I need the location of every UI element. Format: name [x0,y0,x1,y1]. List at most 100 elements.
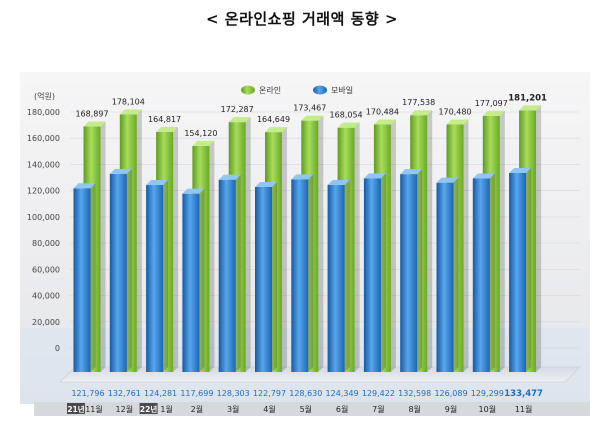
x-tick-label: 6월 [336,404,348,414]
online-value-label: 172,287 [221,105,254,114]
legend-item: 모바일 [313,85,353,95]
mobile-bar [509,167,532,372]
mobile-bar [400,169,423,372]
x-tick-label: 11월 [85,404,103,414]
chart-title: < 온라인쇼핑 거래액 동향 > [205,10,399,28]
online-bar-top [373,119,396,125]
x-tick-label: 8월 [408,404,420,414]
mobile-bar [291,174,314,372]
mobile-bar-side [235,174,241,372]
y-tick-label: 60,000 [32,265,60,274]
mobile-bar-top [73,183,96,189]
mobile-bar-top [363,173,386,179]
mobile-bar-body [218,179,236,372]
mobile-bar-body [182,193,200,372]
chart-container: (억원) 180,000 160,000 140,000 120,000 100,000 8… [20,72,590,436]
mobile-bar-side [199,188,205,372]
online-bar-side [499,110,505,372]
online-bar-top [337,122,360,128]
mobile-bar [255,181,277,372]
mobile-bar-top [400,169,423,175]
mobile-value-label: 133,477 [504,389,543,399]
mobile-bar-side [308,174,314,372]
mobile-bar [363,173,386,372]
y-tick-label: 20,000 [32,318,60,327]
online-bar-side [136,109,142,372]
y-tick-label: 160,000 [27,134,60,143]
online-bar-top [83,121,106,127]
x-tick-label: 1월 [160,404,172,414]
y-tick-label: 0 [55,344,60,353]
x-tick-label: 4월 [263,404,275,414]
online-bar-top [482,110,505,116]
mobile-bar-top [182,188,205,194]
mobile-bar-body [109,173,127,372]
online-bar-side [427,110,433,372]
x-axis: 21년 11월 12월 22년 1월 2월 3월 4월 5월 6월 7월 8월 9월 10월 11월 [67,403,532,414]
online-bar-top [265,127,287,133]
mobile-bar-top [327,179,350,185]
mobile-bar-body [509,172,527,372]
legend-label: 온라인 [259,85,281,95]
mobile-value-label: 129,299 [471,389,504,398]
x-tick-label: 11월 [515,404,533,414]
online-bar-top [119,109,142,115]
online-bar-side [318,115,324,372]
mobile-bar-body [291,179,309,372]
year-badge-box [67,403,85,414]
online-bar-top [156,126,179,132]
online-value-label: 173,467 [293,104,326,113]
legend-item: 온라인 [241,85,281,95]
mobile-bar-top [472,173,495,179]
mobile-bar-body [436,182,454,372]
online-value-label: 170,484 [366,107,399,116]
y-tick-label: 140,000 [27,160,60,169]
y-tick-label: 180,000 [27,108,60,117]
online-bar-top [519,105,542,111]
mobile-bar-side [344,179,350,372]
mobile-bar-top [218,174,241,180]
x-tick-label: 7월 [372,404,384,414]
mobile-value-label: 132,761 [108,389,141,398]
mobile-bar-top [436,177,459,183]
mobile-bar [218,174,241,372]
mobile-bar-top [291,174,314,180]
mobile-value-label: 128,303 [217,389,250,398]
mobile-bar [182,188,205,372]
online-bar-side [463,119,469,372]
online-bar-top [192,140,215,146]
mobile-bar-top [509,167,532,173]
mobile-value-label: 126,089 [434,389,467,398]
y-tick-label: 120,000 [27,187,60,196]
legend: 온라인 모바일 [241,85,353,95]
bars-group: 168,897 121,796 178,104 132,761 164,817 124,2… [71,93,547,399]
mobile-value-label: 124,349 [326,389,359,398]
mobile-bar-body [472,178,490,372]
online-bar-side [173,126,179,372]
legend-swatch [313,85,327,95]
mobile-value-label: 129,422 [362,389,395,398]
mobile-bar-body [400,174,418,372]
online-value-label: 177,097 [475,99,508,108]
online-bar-side [536,105,542,372]
mobile-bar-side [526,167,532,372]
online-value-label: 181,201 [508,93,547,103]
x-tick-label: 9월 [445,404,457,414]
online-bar-top [228,117,251,123]
mobile-bar [472,173,495,372]
mobile-value-label: 124,281 [144,389,177,398]
x-tick-label: 5월 [300,404,312,414]
mobile-bar [146,180,169,372]
mobile-bar-side [380,173,386,372]
mobile-bar-side [163,180,169,372]
mobile-bar-body [255,186,272,372]
mobile-bar-side [90,183,96,372]
legend-label: 모바일 [331,85,353,95]
online-bar-side [209,140,215,372]
year-badge: 21년 [67,404,84,414]
mobile-bar [436,177,459,372]
mobile-bar-side [272,181,277,372]
category-band [34,402,590,416]
online-bar-side [354,122,360,372]
mobile-value-label: 132,598 [398,389,431,398]
